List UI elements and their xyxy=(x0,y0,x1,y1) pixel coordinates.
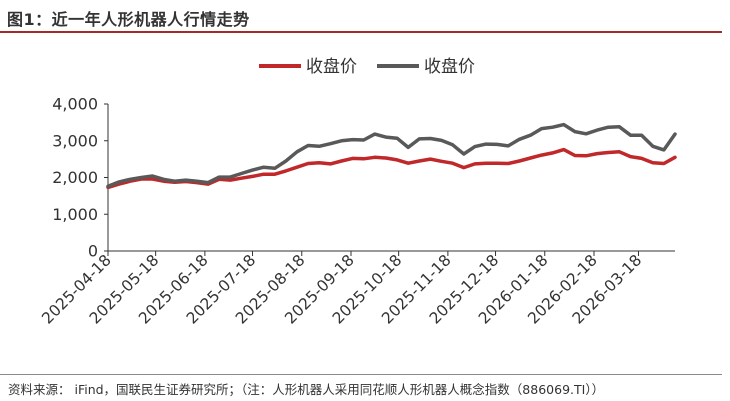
legend-label-2: 收盘价 xyxy=(424,57,475,77)
legend: 收盘价 收盘价 xyxy=(259,57,475,77)
figure-title: 图1：近一年人形机器人行情走势 xyxy=(7,10,250,29)
series-line-2 xyxy=(106,122,677,189)
y-tick-label: 2,000 xyxy=(52,168,98,187)
x-axis: 2025-04-182025-05-182025-06-182025-07-18… xyxy=(38,250,675,328)
series-lines xyxy=(106,122,677,190)
figure-header: 图1：近一年人形机器人行情走势 xyxy=(0,0,730,33)
y-tick-label: 4,000 xyxy=(52,95,98,114)
y-tick-label: 3,000 xyxy=(52,131,98,150)
figure-footer: 资料来源： iFind，国联民生证券研究所；（注：人形机器人采用同花顺人形机器人… xyxy=(0,374,730,401)
y-tick-label: 0 xyxy=(88,242,98,261)
line-chart: 收盘价 收盘价 0 1,000 2,000 3,000 4,000 2025-04-182… xyxy=(38,57,677,328)
y-axis: 0 1,000 2,000 3,000 4,000 xyxy=(52,95,109,261)
chart-area: 收盘价 收盘价 0 1,000 2,000 3,000 4,000 2025-04-18 2… xyxy=(0,34,730,374)
footer-divider xyxy=(0,374,722,375)
source-note: 资料来源： iFind，国联民生证券研究所；（注：人形机器人采用同花顺人形机器人… xyxy=(8,382,605,397)
y-tick-label: 1,000 xyxy=(52,205,98,224)
title-underline xyxy=(0,31,722,33)
legend-label-1: 收盘价 xyxy=(306,57,357,77)
